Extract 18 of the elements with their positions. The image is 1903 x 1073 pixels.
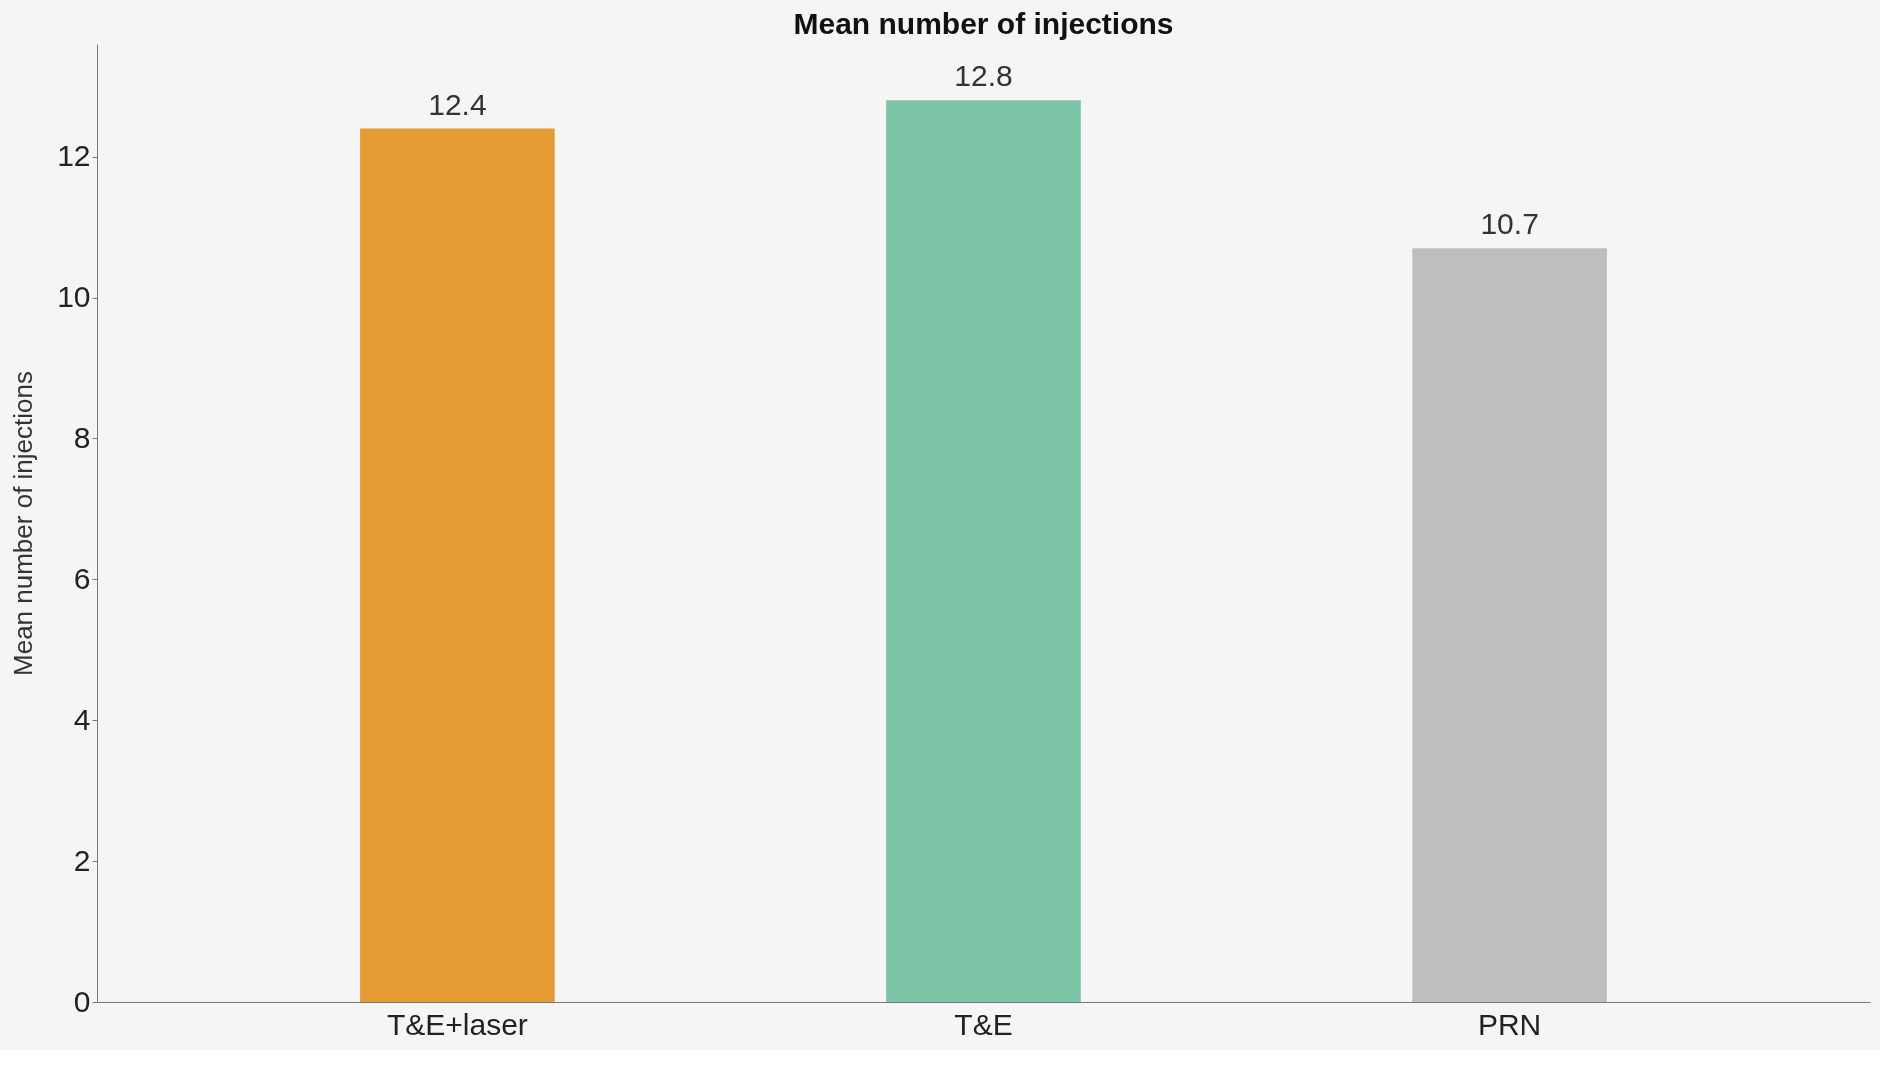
bar <box>360 128 555 1002</box>
y-tick-label: 12 <box>57 139 91 173</box>
x-tick-label: PRN <box>1477 1007 1542 1041</box>
y-tick-label: 8 <box>73 420 91 454</box>
y-tick-label: 0 <box>73 984 91 1018</box>
chart-title: Mean number of injections <box>793 7 1174 40</box>
y-tick-label: 10 <box>57 280 91 314</box>
y-axis-title: Mean number of injections <box>8 371 39 676</box>
y-tick-label: 4 <box>73 702 91 736</box>
y-tick-label: 2 <box>73 843 91 877</box>
data-label: 12.8 <box>954 59 1013 93</box>
data-label: 10.7 <box>1480 207 1539 241</box>
data-label: 12.4 <box>428 87 487 121</box>
x-tick-label: T&E+laser <box>386 1007 528 1041</box>
bar <box>1412 248 1607 1002</box>
x-tick-label: T&E <box>954 1007 1013 1041</box>
bar <box>886 100 1081 1002</box>
y-tick-label: 6 <box>73 561 91 595</box>
